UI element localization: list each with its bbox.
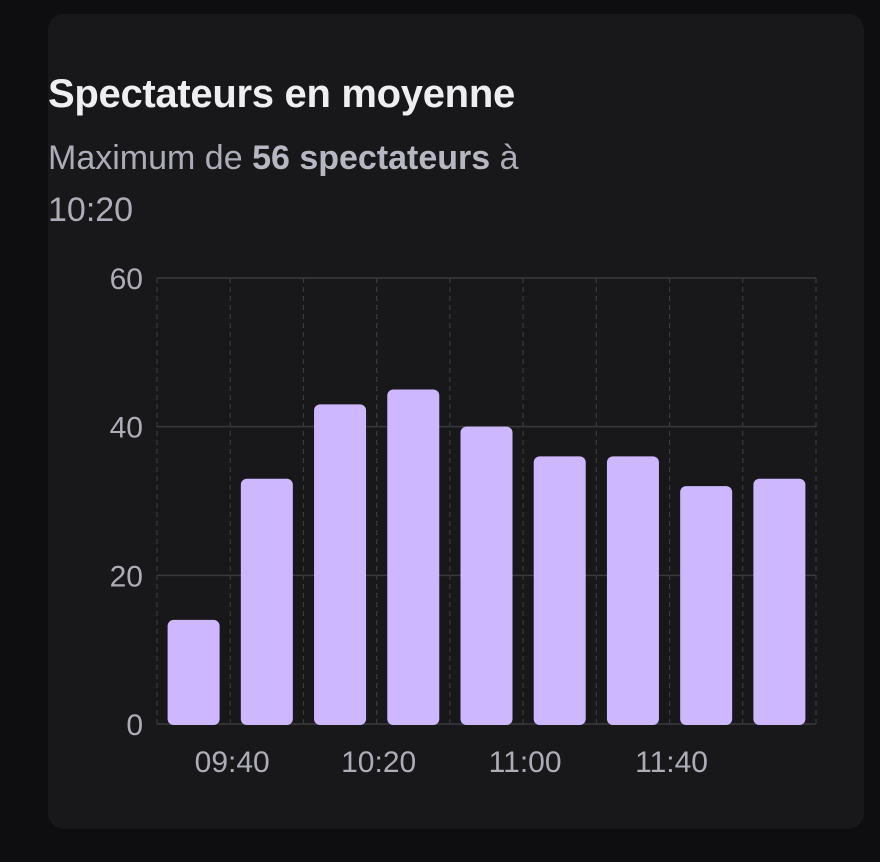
x-tick-label: 10:20 bbox=[341, 746, 416, 779]
bar-1040[interactable] bbox=[460, 426, 513, 725]
bar-1200[interactable] bbox=[753, 478, 806, 725]
x-tick-label: 11:40 bbox=[635, 746, 708, 779]
chart-bars bbox=[167, 389, 806, 726]
subtitle-peak-time: 10:20 bbox=[48, 191, 134, 229]
bar-0940[interactable] bbox=[240, 478, 293, 725]
y-tick-label: 60 bbox=[110, 263, 143, 296]
bar-0920[interactable] bbox=[167, 619, 220, 725]
subtitle-peak-viewers: 56 spectateurs bbox=[252, 139, 491, 177]
y-tick-label: 0 bbox=[126, 709, 143, 742]
bar-1000[interactable] bbox=[314, 404, 367, 725]
x-tick-label: 09:40 bbox=[195, 746, 270, 779]
y-axis-labels: 0 20 40 60 bbox=[110, 263, 143, 742]
bar-1120[interactable] bbox=[606, 456, 659, 725]
y-tick-label: 40 bbox=[110, 412, 143, 445]
y-tick-label: 20 bbox=[110, 560, 143, 593]
bar-1140[interactable] bbox=[680, 486, 733, 725]
subtitle-prefix: Maximum de bbox=[48, 139, 243, 177]
card-subtitle: Maximum de 56 spectateurs à 10:20 bbox=[48, 132, 688, 236]
bar-1020[interactable] bbox=[387, 389, 440, 726]
x-axis-labels: 09:40 10:20 11:00 11:40 bbox=[195, 746, 708, 779]
card-title: Spectateurs en moyenne bbox=[48, 72, 515, 116]
x-tick-label: 11:00 bbox=[489, 746, 562, 779]
bar-1100[interactable] bbox=[533, 456, 586, 725]
subtitle-suffix: à bbox=[499, 139, 519, 177]
